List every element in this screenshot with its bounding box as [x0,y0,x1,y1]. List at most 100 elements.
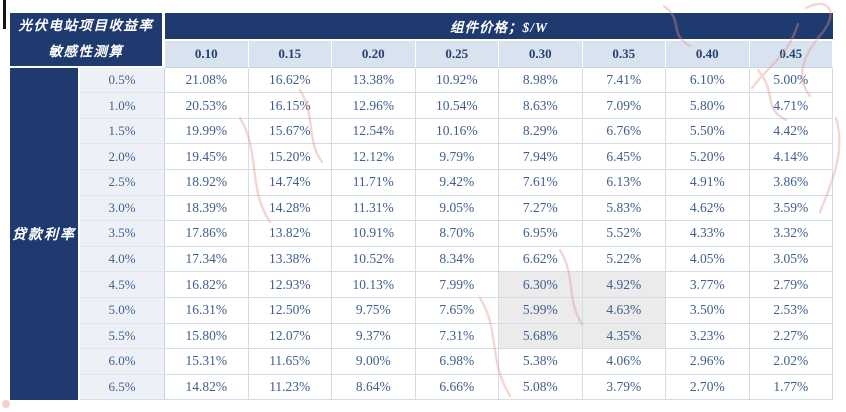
data-cell: 12.93% [248,272,332,298]
table-row: 3.0% 18.39% 14.28% 11.31% 9.05% 7.27% 5.83% 4.6… [10,195,834,222]
data-cell: 13.82% [248,221,332,247]
data-cell: 2.02% [749,349,834,375]
data-cell: 16.62% [248,67,332,94]
data-cell: 9.05% [415,195,499,222]
data-cell: 3.59% [749,195,834,222]
data-cell: 6.45% [582,144,666,170]
row-label: 4.0% [80,246,165,273]
data-cell: 4.92% [582,272,666,298]
sensitivity-table: 光伏电站项目收益率 敏感性测算 组件价格；$/W 0.10 0.15 0.20 0.2… [10,13,834,401]
data-cell: 17.86% [165,221,249,247]
row-label: 6.0% [80,349,165,375]
data-cell: 5.38% [499,349,583,375]
data-cell: 19.99% [165,118,249,145]
data-cell: 9.00% [332,349,416,375]
data-cell: 15.31% [165,349,249,375]
data-cell: 10.91% [332,221,416,247]
data-cell: 7.27% [499,195,583,222]
data-cell: 10.52% [332,246,416,273]
data-cell: 3.50% [666,297,750,324]
table-row: 4.0% 17.34% 13.38% 10.52% 8.34% 6.62% 5.22% 4.0… [10,246,834,273]
data-cell: 4.06% [582,349,666,375]
data-cell: 7.41% [582,67,666,94]
data-cell: 5.52% [582,221,666,247]
table-header-row-2: 0.10 0.15 0.20 0.25 0.30 0.35 0.40 0.45 [10,41,834,68]
data-cell: 11.65% [248,349,332,375]
col-header: 0.10 [165,41,249,68]
row-label: 0.5% [80,67,165,94]
data-cell: 3.79% [582,374,666,401]
data-cell: 8.29% [499,118,583,145]
data-cell: 16.31% [165,297,249,324]
data-cell: 3.77% [666,272,750,298]
data-cell: 6.66% [415,374,499,401]
data-cell: 5.80% [666,93,750,119]
row-label: 6.5% [80,374,165,401]
data-cell: 4.71% [749,93,834,119]
data-cell: 11.31% [332,195,416,222]
data-cell: 16.82% [165,272,249,298]
data-cell: 2.70% [666,374,750,401]
data-cell: 2.27% [749,323,834,350]
data-cell: 7.94% [499,144,583,170]
data-cell: 4.62% [666,195,750,222]
data-cell: 14.74% [248,170,332,196]
table-header-row-1: 光伏电站项目收益率 敏感性测算 组件价格；$/W [10,13,834,68]
row-label: 1.5% [80,118,165,145]
corner-title-line1: 光伏电站项目收益率 [18,18,154,33]
col-header: 0.15 [248,41,332,68]
table-row: 6.0% 15.31% 11.65% 9.00% 6.98% 5.38% 4.06% 2.96… [10,349,834,375]
data-cell: 6.62% [499,246,583,273]
data-cell: 18.39% [165,195,249,222]
scan-edge-artifact [3,0,6,29]
data-cell: 5.83% [582,195,666,222]
data-cell: 17.34% [165,246,249,273]
table-row: 6.5% 14.82% 11.23% 8.64% 6.66% 5.08% 3.79% 2.70… [10,374,834,401]
data-cell: 5.22% [582,246,666,273]
table-row: 贷款利率 0.5% 21.08% 16.62% 13.38% 10.92% 8.98% 7.4… [10,67,834,401]
data-cell: 7.31% [415,323,499,350]
data-cell: 21.08% [165,67,249,94]
data-cell: 7.61% [499,170,583,196]
data-cell: 15.80% [165,323,249,350]
data-cell: 18.92% [165,170,249,196]
data-cell: 20.53% [165,93,249,119]
table-row: 5.5% 15.80% 12.07% 9.37% 7.31% 5.68% 4.35% 3.23… [10,323,834,350]
data-cell: 4.42% [749,118,834,145]
data-cell: 19.45% [165,144,249,170]
data-cell: 7.09% [582,93,666,119]
table-row: 2.0% 19.45% 15.20% 12.12% 9.79% 7.94% 6.45% 5.2… [10,144,834,170]
data-cell: 8.70% [415,221,499,247]
data-cell: 10.13% [332,272,416,298]
data-cell: 12.54% [332,118,416,145]
row-label: 5.5% [80,323,165,350]
data-cell: 2.96% [666,349,750,375]
data-cell: 3.86% [749,170,834,196]
data-cell: 15.67% [248,118,332,145]
corner-title: 光伏电站项目收益率 敏感性测算 [10,13,165,68]
data-cell: 5.20% [666,144,750,170]
row-label: 5.0% [80,297,165,324]
data-cell: 7.99% [415,272,499,298]
table-row: 5.0% 16.31% 12.50% 9.75% 7.65% 5.99% 4.63% 3.50… [10,297,834,324]
data-cell: 11.23% [248,374,332,401]
col-header: 0.35 [582,41,666,68]
data-cell: 9.75% [332,297,416,324]
data-cell: 5.99% [499,297,583,324]
data-cell: 4.63% [582,297,666,324]
data-cell: 1.77% [749,374,834,401]
corner-title-line2: 敏感性测算 [48,44,124,60]
data-cell: 9.42% [415,170,499,196]
component-price-header: 组件价格；$/W [165,13,834,42]
row-label: 2.5% [80,170,165,196]
table-row: 1.5% 19.99% 15.67% 12.54% 10.16% 8.29% 6.76% 5.… [10,118,834,145]
data-cell: 8.63% [499,93,583,119]
col-header: 0.20 [332,41,416,68]
data-cell: 10.16% [415,118,499,145]
data-cell: 5.08% [499,374,583,401]
data-cell: 12.07% [248,323,332,350]
data-cell: 4.35% [582,323,666,350]
col-header: 0.25 [415,41,499,68]
data-cell: 12.96% [332,93,416,119]
